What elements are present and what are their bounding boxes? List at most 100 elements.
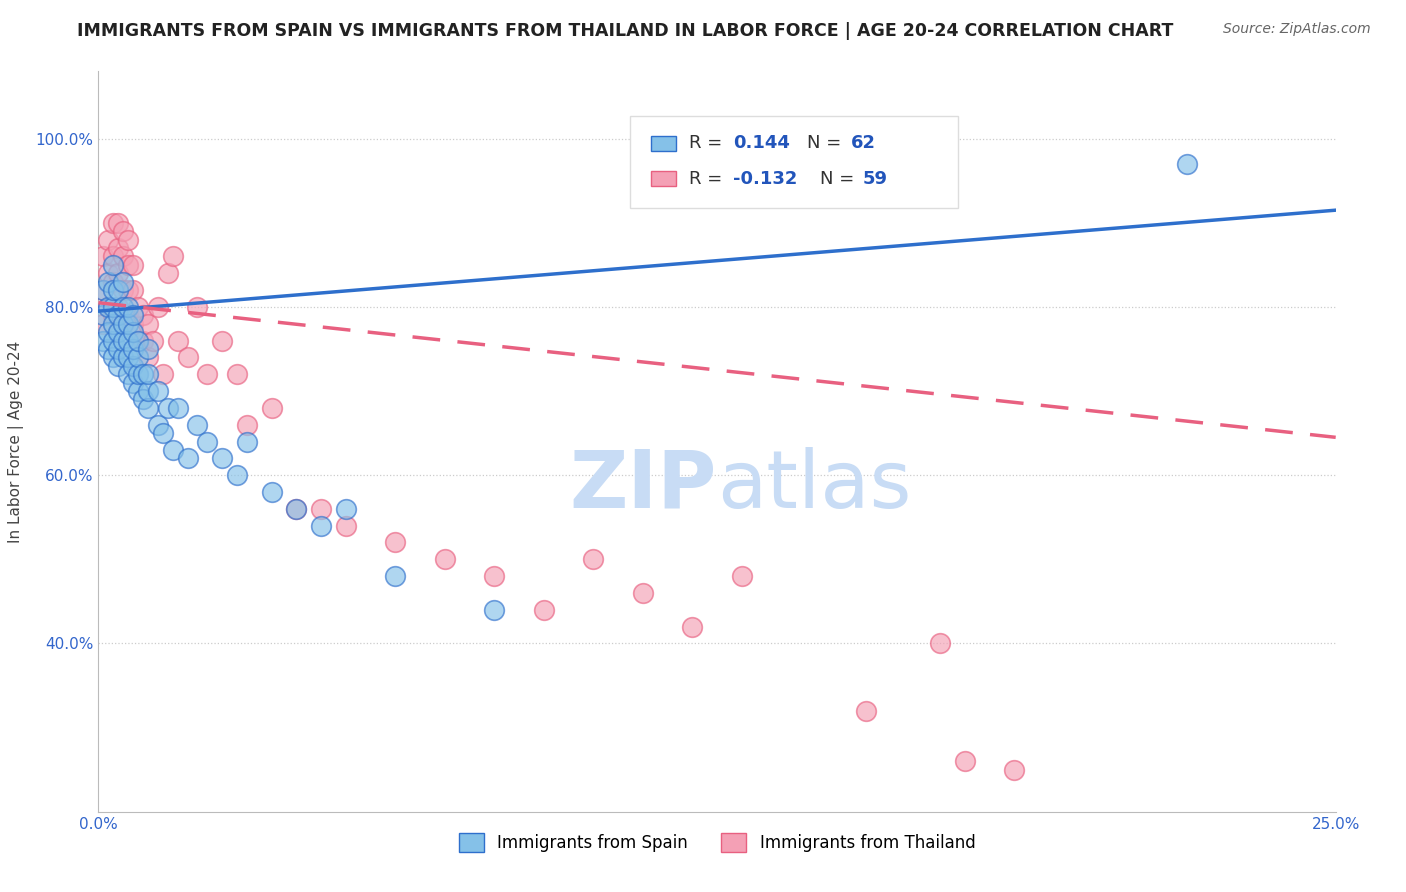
- Point: [122, 258, 145, 272]
- Point: [533, 603, 555, 617]
- Point: [112, 317, 135, 331]
- Point: [156, 401, 179, 415]
- Point: [127, 300, 149, 314]
- Point: [433, 552, 456, 566]
- Point: [112, 351, 135, 365]
- Point: [122, 342, 145, 356]
- Point: [127, 334, 149, 348]
- Point: [107, 309, 129, 323]
- Point: [260, 401, 283, 415]
- Point: [136, 342, 159, 356]
- Point: [112, 250, 135, 264]
- Point: [136, 384, 159, 398]
- Point: [384, 535, 406, 549]
- Point: [1175, 157, 1198, 171]
- Point: [107, 300, 129, 314]
- Point: [127, 351, 149, 365]
- Point: [236, 434, 259, 449]
- Point: [107, 325, 129, 339]
- Point: [146, 384, 169, 398]
- Point: [117, 258, 139, 272]
- Point: [928, 636, 950, 650]
- Point: [142, 334, 165, 348]
- Point: [186, 300, 208, 314]
- Point: [136, 401, 159, 415]
- Point: [103, 283, 125, 297]
- Point: [132, 368, 155, 382]
- Point: [103, 334, 125, 348]
- Point: [103, 258, 125, 272]
- Point: [93, 283, 115, 297]
- Point: [156, 266, 179, 280]
- Point: [122, 317, 145, 331]
- Point: [309, 501, 332, 516]
- Point: [107, 216, 129, 230]
- Point: [236, 417, 259, 432]
- Point: [103, 275, 125, 289]
- Point: [166, 334, 188, 348]
- Point: [127, 368, 149, 382]
- Point: [211, 334, 233, 348]
- Point: [132, 334, 155, 348]
- Point: [103, 317, 125, 331]
- Point: [122, 283, 145, 297]
- Point: [132, 309, 155, 323]
- Point: [97, 300, 120, 314]
- Point: [103, 250, 125, 264]
- Text: R =: R =: [689, 134, 727, 153]
- Point: [631, 586, 654, 600]
- Point: [309, 518, 332, 533]
- Point: [132, 392, 155, 407]
- Point: [166, 401, 188, 415]
- Point: [93, 250, 115, 264]
- FancyBboxPatch shape: [651, 136, 676, 151]
- Point: [97, 325, 120, 339]
- Legend: Immigrants from Spain, Immigrants from Thailand: Immigrants from Spain, Immigrants from T…: [453, 826, 981, 859]
- Point: [117, 233, 139, 247]
- Point: [103, 216, 125, 230]
- Point: [285, 501, 308, 516]
- Point: [93, 309, 115, 323]
- Point: [953, 754, 976, 768]
- Point: [112, 275, 135, 289]
- Point: [127, 334, 149, 348]
- Text: Source: ZipAtlas.com: Source: ZipAtlas.com: [1223, 22, 1371, 37]
- Point: [136, 317, 159, 331]
- Point: [97, 300, 120, 314]
- Point: [107, 359, 129, 373]
- Point: [152, 368, 174, 382]
- Point: [285, 501, 308, 516]
- Point: [117, 368, 139, 382]
- Point: [112, 300, 135, 314]
- Point: [122, 359, 145, 373]
- Point: [681, 620, 703, 634]
- Point: [103, 300, 125, 314]
- Point: [384, 569, 406, 583]
- Point: [97, 233, 120, 247]
- Point: [195, 368, 218, 382]
- Point: [582, 552, 605, 566]
- Point: [176, 451, 198, 466]
- Text: IMMIGRANTS FROM SPAIN VS IMMIGRANTS FROM THAILAND IN LABOR FORCE | AGE 20-24 COR: IMMIGRANTS FROM SPAIN VS IMMIGRANTS FROM…: [77, 22, 1174, 40]
- Text: atlas: atlas: [717, 447, 911, 525]
- Point: [97, 275, 120, 289]
- Point: [195, 434, 218, 449]
- Point: [484, 603, 506, 617]
- Point: [731, 569, 754, 583]
- Point: [107, 266, 129, 280]
- Text: N =: N =: [820, 169, 859, 187]
- Point: [117, 309, 139, 323]
- Point: [117, 283, 139, 297]
- FancyBboxPatch shape: [651, 171, 676, 186]
- FancyBboxPatch shape: [630, 116, 959, 209]
- Point: [260, 485, 283, 500]
- Point: [186, 417, 208, 432]
- Text: 59: 59: [863, 169, 889, 187]
- Point: [122, 376, 145, 390]
- Point: [152, 426, 174, 441]
- Point: [176, 351, 198, 365]
- Point: [107, 283, 129, 297]
- Point: [93, 334, 115, 348]
- Point: [112, 317, 135, 331]
- Text: N =: N =: [807, 134, 848, 153]
